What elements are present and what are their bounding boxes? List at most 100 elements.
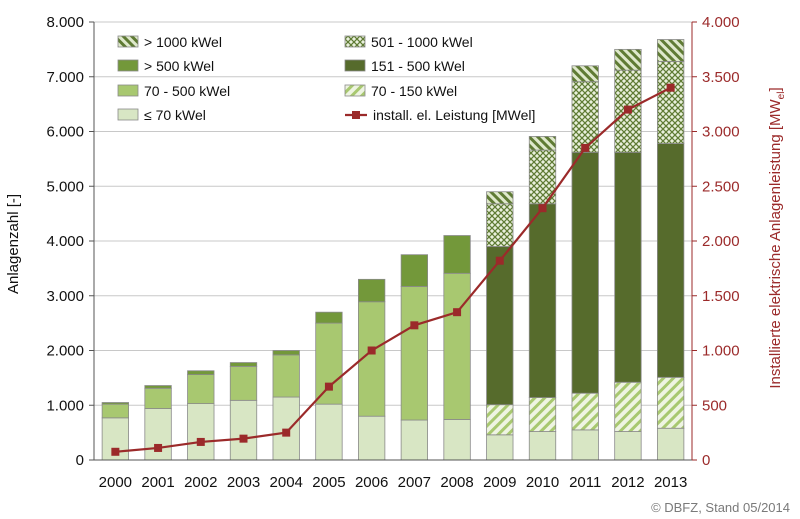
bar-le70-2007 [400, 419, 428, 461]
right-tick-label: 500 [702, 397, 727, 414]
bar-s501_1000-2013 [657, 61, 685, 144]
left-tick-label: 5.000 [46, 178, 84, 195]
credit-text: © DBFZ, Stand 05/2014 [651, 500, 790, 515]
left-tick-label: 1.000 [46, 397, 84, 414]
power-marker-2013 [666, 83, 675, 92]
legend-label-le70: ≤ 70 kWel [144, 107, 206, 123]
x-tick-label-2009: 2009 [483, 474, 516, 491]
x-tick-label-2008: 2008 [440, 474, 473, 491]
bar-le70-2004 [272, 396, 300, 461]
x-tick-label-2002: 2002 [184, 474, 217, 491]
bar-gt500-2002 [187, 370, 215, 375]
bar-s70_150-2011 [571, 392, 599, 431]
legend-swatch-s151_500 [344, 59, 366, 72]
left-tick-label: 6.000 [46, 124, 84, 141]
left-tick-label: 0 [76, 452, 84, 469]
x-tick-labels: 2000 2001 2002 2003 2004 2005 2006 2007 2008 2009… [99, 474, 688, 491]
bar-le70-2012 [614, 431, 642, 461]
bar-le70-2006 [358, 415, 386, 461]
bar-s151_500-2012 [614, 151, 642, 383]
stacked-bars [101, 39, 685, 461]
left-axis-title: Anlagenzahl [-] [5, 194, 22, 294]
power-marker-2002 [196, 437, 205, 446]
bar-s70_150-2012 [614, 381, 642, 432]
bar-gt500-2005 [315, 311, 343, 324]
power-line [115, 86, 672, 453]
bar-le70-2001 [144, 408, 172, 461]
bar-s70_500-2004 [272, 354, 300, 398]
bar-gt1000-2013 [657, 39, 685, 62]
grid-lines [94, 21, 692, 406]
axes [89, 21, 697, 461]
power-marker-2000 [111, 447, 120, 456]
legend-swatch-marker [352, 111, 360, 119]
right-tick-label: 1.000 [702, 343, 740, 360]
bar-gt1000-2011 [571, 65, 599, 83]
right-tick-label: 4.000 [702, 14, 740, 31]
power-marker-2010 [538, 204, 547, 213]
right-tick-label: 0 [702, 452, 710, 469]
bar-gt500-2000 [101, 402, 129, 405]
bar-gt1000-2009 [486, 191, 514, 205]
bar-gt1000-2012 [614, 48, 642, 71]
bar-gt500-2003 [229, 362, 258, 367]
power-marker-2003 [239, 434, 248, 443]
bar-le70-2005 [315, 403, 343, 461]
left-tick-label: 2.000 [46, 343, 84, 360]
left-tick-label: 8.000 [46, 14, 84, 31]
x-tick-label-2013: 2013 [654, 474, 687, 491]
x-tick-label-2000: 2000 [99, 474, 132, 491]
x-tick-label-2011: 2011 [569, 474, 601, 491]
right-tick-label: 3.500 [702, 69, 740, 86]
bar-s70_500-2002 [187, 374, 215, 405]
bar-gt500-2001 [144, 385, 172, 389]
bar-gt500-2008 [443, 235, 471, 274]
legend-label-line: install. el. Leistung [MWel] [373, 107, 535, 123]
legend-label-gt1000: > 1000 kWel [144, 34, 222, 50]
bar-s70_500-2001 [144, 387, 172, 409]
x-tick-label-2001: 2001 [141, 474, 174, 491]
legend-swatch-le70 [117, 108, 139, 121]
power-marker-2007 [410, 321, 419, 330]
right-tick-label: 2.000 [702, 233, 740, 250]
power-marker-2011 [581, 143, 590, 152]
bar-s501_1000-2011 [571, 81, 599, 153]
bar-s70_150-2013 [657, 376, 685, 429]
x-tick-label-2005: 2005 [312, 474, 345, 491]
right-axis-title-end: ] [767, 87, 784, 91]
bar-gt1000-2010 [528, 136, 557, 151]
bar-s501_1000-2009 [486, 203, 514, 247]
bar-s151_500-2013 [657, 143, 685, 378]
bar-s70_500-2003 [229, 365, 258, 401]
bar-s70_500-2007 [400, 286, 428, 421]
left-tick-labels: 0 1.000 2.000 3.000 4.000 5.000 6.000 7.000 8.00… [46, 14, 84, 469]
bar-le70-2008 [443, 419, 471, 461]
power-marker-2009 [495, 256, 504, 265]
right-axis-title-sub: el [776, 92, 787, 100]
bar-le70-2009 [486, 434, 514, 461]
legend-label-s151_500: 151 - 500 kWel [371, 58, 465, 74]
bar-gt500-2004 [272, 350, 300, 356]
bar-le70-2011 [571, 429, 599, 461]
right-tick-label: 3.000 [702, 124, 740, 141]
right-tick-labels: 0 500 1.000 1.500 2.000 2.500 3.000 3.500 4.000 [702, 14, 740, 469]
bar-le70-2010 [528, 431, 557, 461]
left-tick-label: 4.000 [46, 233, 84, 250]
bar-s70_500-2005 [315, 322, 343, 405]
power-line-series [111, 83, 675, 456]
right-axis-title: Installierte elektrische Anlagenleistung… [767, 87, 787, 388]
bar-s70_150-2009 [486, 404, 514, 436]
bar-gt500-2007 [400, 254, 428, 287]
right-axis-title-main: Installierte elektrische Anlagenleistung… [767, 98, 784, 388]
power-marker-2008 [453, 308, 462, 317]
bar-s151_500-2011 [571, 151, 599, 394]
bar-s151_500-2010 [528, 203, 557, 398]
left-tick-label: 3.000 [46, 288, 84, 305]
x-tick-label-2006: 2006 [355, 474, 388, 491]
legend-label-s70_500: 70 - 500 kWel [144, 83, 230, 99]
bar-s70_500-2000 [101, 403, 129, 419]
power-marker-2004 [282, 428, 291, 437]
x-tick-label-2004: 2004 [270, 474, 303, 491]
legend-swatch-s70_150 [344, 84, 366, 97]
